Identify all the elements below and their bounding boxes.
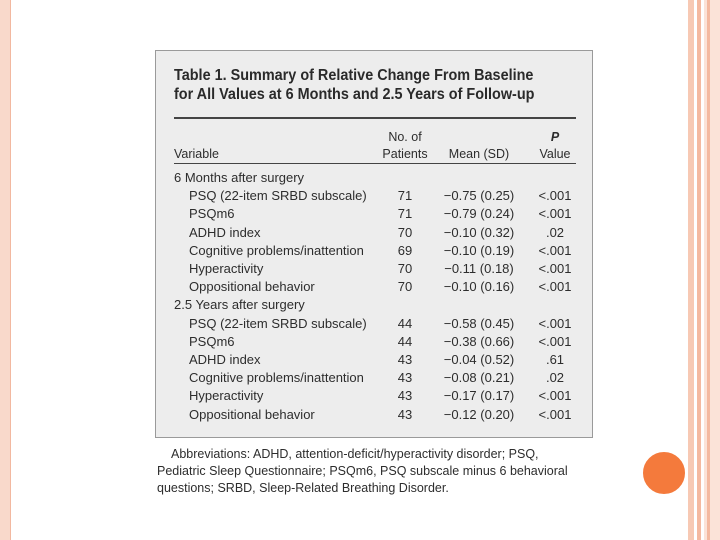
header-p-line2: Value — [539, 147, 571, 161]
row-p-value: <.001 — [538, 279, 572, 295]
row-mean: −0.38 (0.66) — [443, 333, 515, 349]
row-p-value: .61 — [545, 352, 565, 367]
header-bottom-rule — [174, 163, 576, 164]
row-mean: −0.10 (0.16) — [443, 279, 515, 295]
row-mean: −0.08 (0.21) — [443, 370, 515, 386]
row-p-value: <.001 — [538, 388, 572, 404]
slide-right-border — [688, 0, 720, 540]
row-p-value: <.001 — [538, 261, 572, 276]
row-mean: −0.12 (0.20) — [443, 406, 515, 422]
row-p-value: .02 — [545, 224, 565, 240]
row-patients: 43 — [397, 406, 413, 422]
row-patients: 70 — [397, 261, 413, 276]
row-mean: −0.17 (0.17) — [443, 388, 515, 404]
row-mean: −0.11 (0.18) — [444, 261, 514, 276]
header-patients-line2: Patients — [382, 147, 428, 161]
row-variable: Cognitive problems/inattention — [189, 370, 364, 386]
row-p-value: .02 — [545, 370, 565, 386]
row-p-value: <.001 — [538, 406, 572, 422]
section-label: 2.5 Years after surgery — [174, 297, 305, 313]
row-patients: 43 — [397, 370, 413, 386]
header-p-line1: P — [550, 130, 560, 144]
row-mean: −0.04 (0.52) — [443, 352, 515, 367]
row-variable: PSQm6 — [189, 206, 235, 222]
header-patients-line1: No. of — [388, 130, 422, 144]
accent-circle — [641, 450, 687, 496]
table-panel: Table 1. Summary of Relative Change From… — [155, 50, 593, 438]
abbreviations-note: Abbreviations: ADHD, attention-deficit/h… — [157, 447, 568, 495]
row-patients: 70 — [397, 279, 413, 295]
row-variable: PSQm6 — [189, 333, 235, 349]
header-top-rule — [174, 117, 576, 119]
row-p-value: <.001 — [538, 333, 572, 349]
row-variable: Oppositional behavior — [189, 406, 315, 422]
table-title-line2: for All Values at 6 Months and 2.5 Years… — [174, 86, 535, 103]
row-mean: −0.75 (0.25) — [443, 188, 515, 204]
row-mean: −0.10 (0.19) — [443, 242, 515, 258]
row-mean: −0.79 (0.24) — [443, 206, 515, 222]
row-mean: −0.58 (0.45) — [443, 315, 515, 331]
row-p-value: <.001 — [538, 188, 572, 204]
slide-left-border — [0, 0, 11, 540]
header-variable: Variable — [174, 147, 219, 161]
row-variable: Hyperactivity — [189, 388, 264, 404]
row-variable: Oppositional behavior — [189, 279, 315, 295]
row-patients: 43 — [397, 388, 413, 404]
row-variable: Cognitive problems/inattention — [189, 242, 364, 258]
row-patients: 69 — [397, 242, 413, 258]
row-patients: 71 — [397, 206, 413, 222]
table-title: Table 1. Summary of Relative Change From… — [174, 66, 555, 104]
header-mean: Mean (SD) — [448, 147, 510, 161]
row-variable: ADHD index — [189, 352, 261, 367]
row-p-value: <.001 — [538, 242, 572, 258]
row-p-value: <.001 — [538, 315, 572, 331]
table-title-line1: Table 1. Summary of Relative Change From… — [174, 67, 534, 84]
row-mean: −0.10 (0.32) — [443, 224, 515, 240]
row-variable: ADHD index — [189, 224, 261, 240]
row-variable: PSQ (22-item SRBD subscale) — [189, 188, 367, 204]
row-p-value: <.001 — [538, 206, 572, 222]
section-label: 6 Months after surgery — [174, 170, 305, 185]
row-variable: Hyperactivity — [189, 261, 264, 276]
row-variable: PSQ (22-item SRBD subscale) — [189, 315, 367, 331]
row-patients: 44 — [397, 315, 413, 331]
row-patients: 43 — [397, 352, 413, 367]
row-patients: 70 — [397, 224, 413, 240]
row-patients: 44 — [397, 333, 413, 349]
row-patients: 71 — [397, 188, 413, 204]
